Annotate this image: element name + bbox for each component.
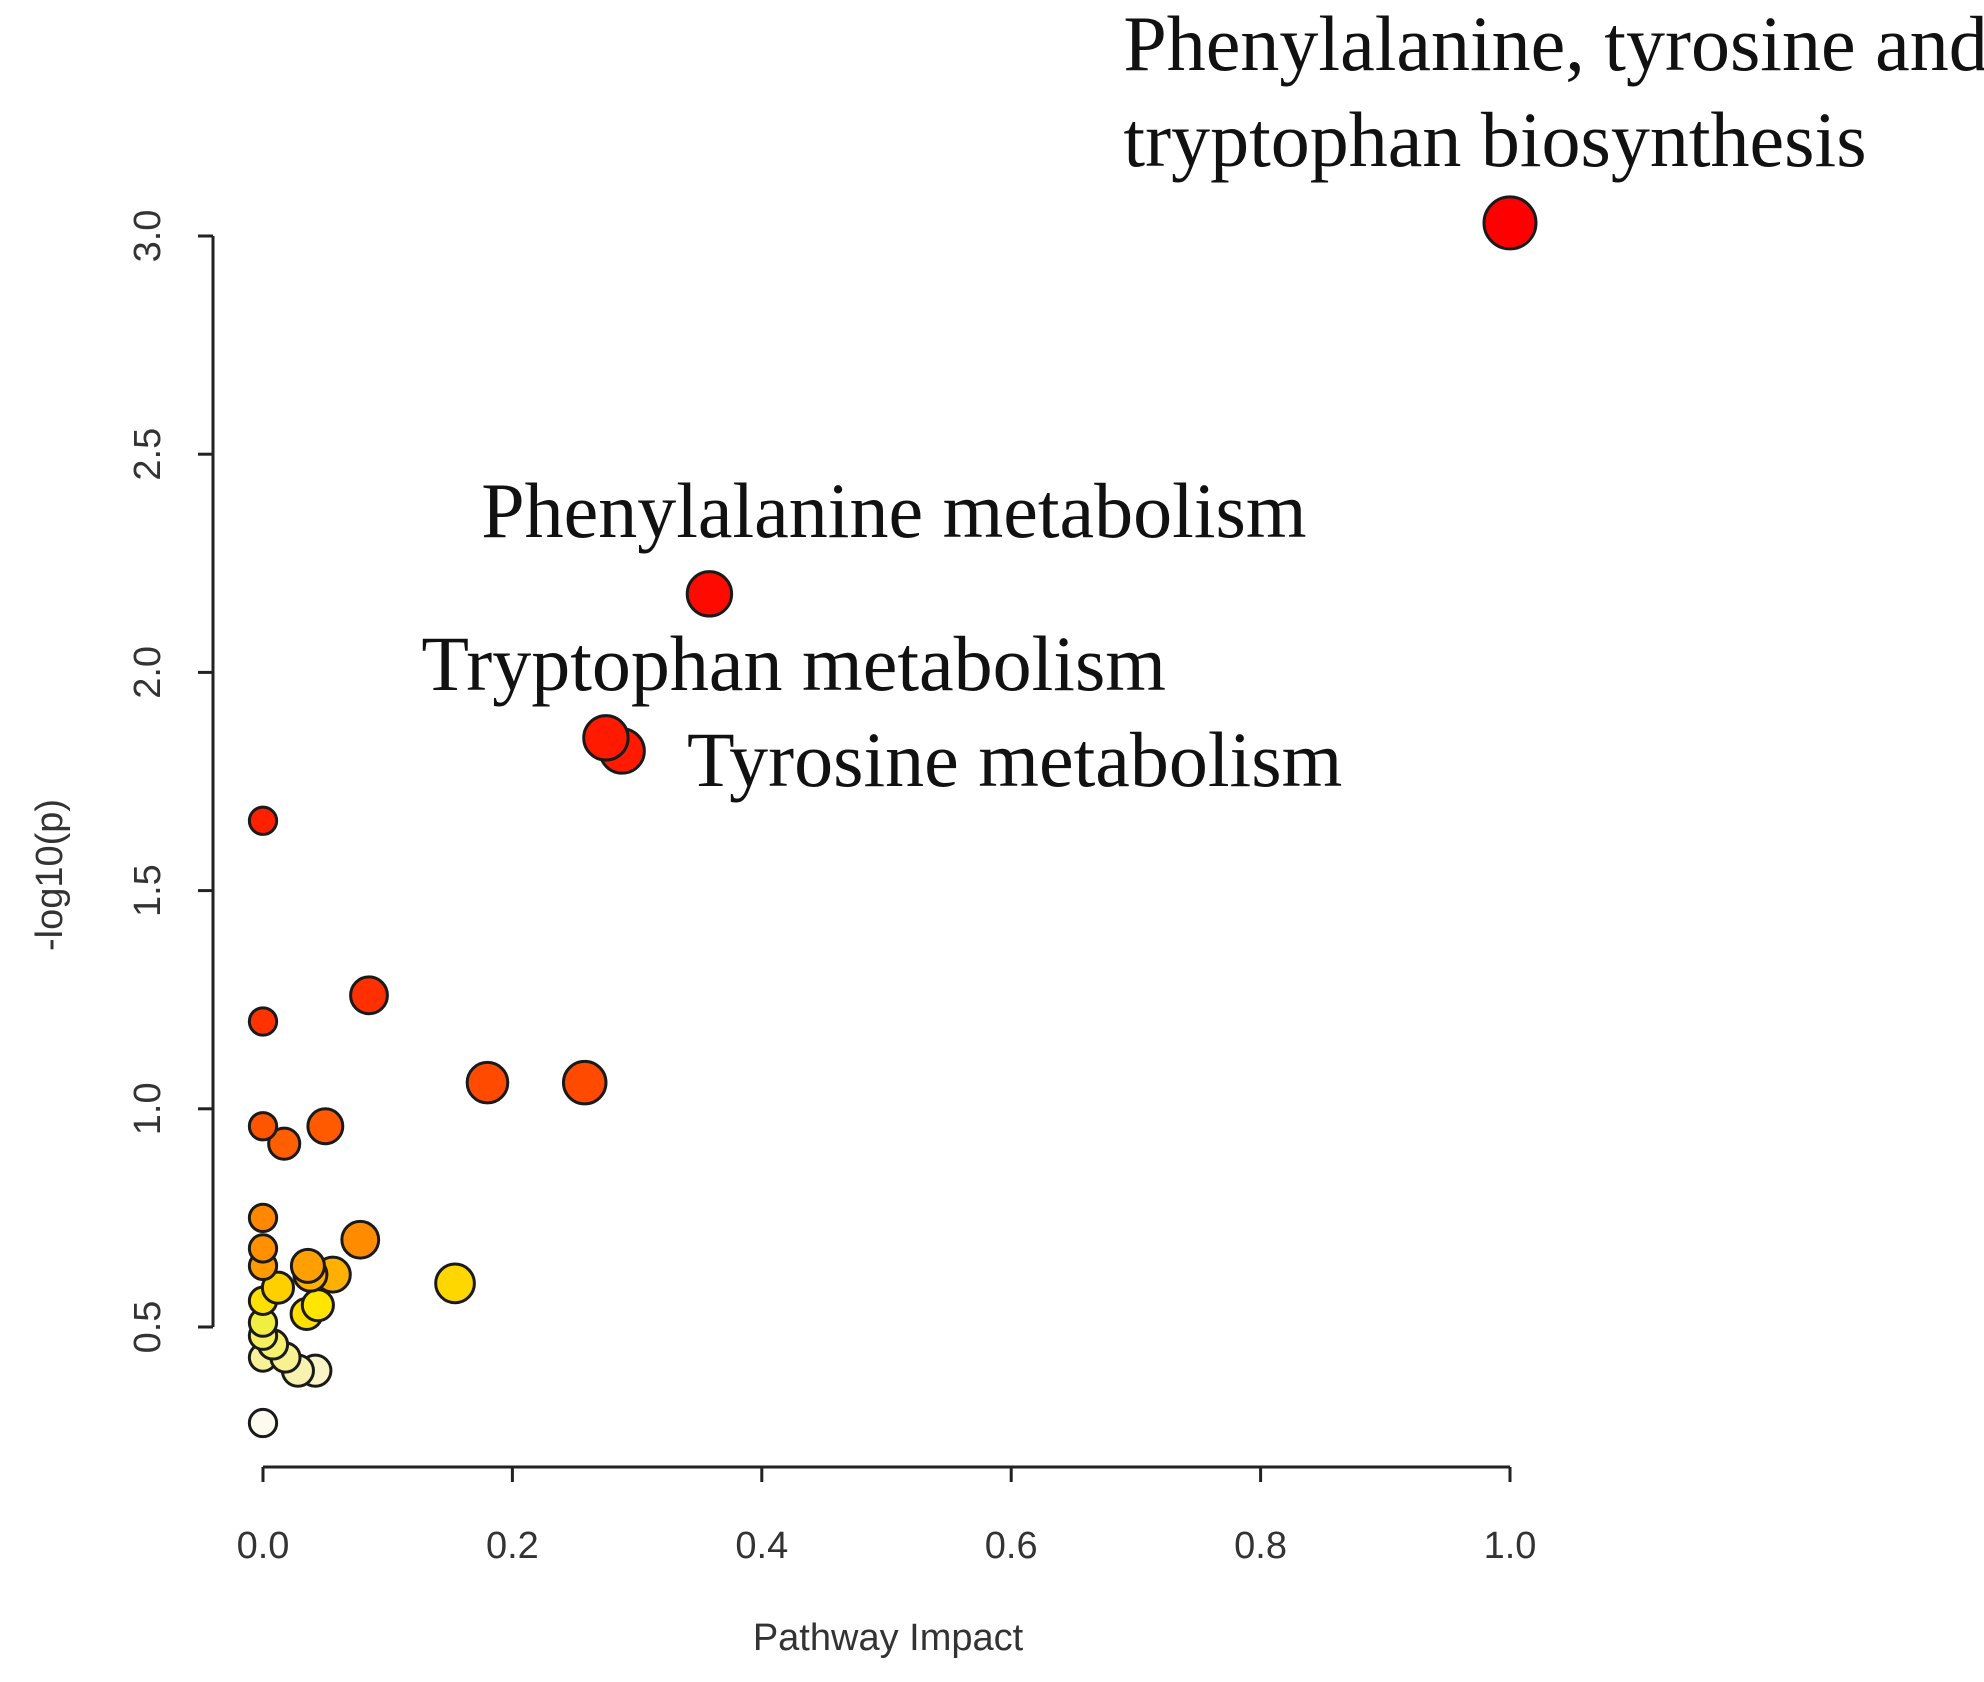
data-point	[247, 1111, 279, 1142]
x-tick-label: 0.0	[237, 1525, 290, 1567]
data-point	[247, 1233, 279, 1264]
data-point	[289, 1247, 326, 1284]
y-tick-label: 2.0	[127, 646, 169, 699]
annotations: Phenylalanine, tyrosine and tryptophan bi…	[421, 0, 1984, 803]
annotation-label-a1: Phenylalanine, tyrosine and	[1123, 0, 1984, 87]
annotation-label-a5: Tyrosine metabolism	[687, 716, 1342, 803]
y-tick-label: 1.0	[127, 1082, 169, 1135]
data-point	[434, 1262, 476, 1305]
x-tick-label: 0.4	[735, 1525, 788, 1567]
data-point	[561, 1059, 608, 1106]
data-point	[247, 1407, 279, 1439]
annotation-label-a2: tryptophan biosynthesis	[1123, 96, 1866, 183]
data-point	[340, 1219, 381, 1260]
x-tick-label: 0.2	[486, 1525, 539, 1567]
y-tick-label: 0.5	[127, 1301, 169, 1354]
data-point	[260, 1270, 296, 1305]
y-tick-label: 3.0	[127, 210, 169, 263]
data-point	[306, 1107, 345, 1146]
axes: 0.5 1.0 1.5 2.0 2.5 3.0 0.0 0.2 0.4 0.6 0.8 1.0	[127, 210, 1536, 1567]
x-tick-label: 0.8	[1234, 1525, 1287, 1567]
annotation-label-a4: Tryptophan metabolism	[421, 620, 1166, 707]
data-point	[247, 1006, 279, 1037]
data-point	[1482, 195, 1538, 251]
x-axis-title: Pathway Impact	[753, 1617, 1024, 1659]
data-point	[465, 1060, 510, 1105]
data-point	[349, 975, 389, 1016]
data-point	[267, 1126, 302, 1161]
x-tick-label: 1.0	[1484, 1525, 1537, 1567]
annotation-label-a3: Phenylalanine metabolism	[481, 467, 1306, 554]
x-tick-label: 0.6	[985, 1525, 1038, 1567]
data-point	[300, 1288, 335, 1323]
data-point	[582, 714, 630, 762]
y-tick-label: 1.5	[127, 864, 169, 917]
data-point	[247, 1202, 279, 1234]
y-axis-title: -log10(p)	[29, 799, 71, 951]
y-tick-label: 2.5	[127, 428, 169, 481]
data-point	[685, 570, 734, 618]
data-point	[247, 805, 279, 836]
data-points	[247, 195, 1538, 1439]
